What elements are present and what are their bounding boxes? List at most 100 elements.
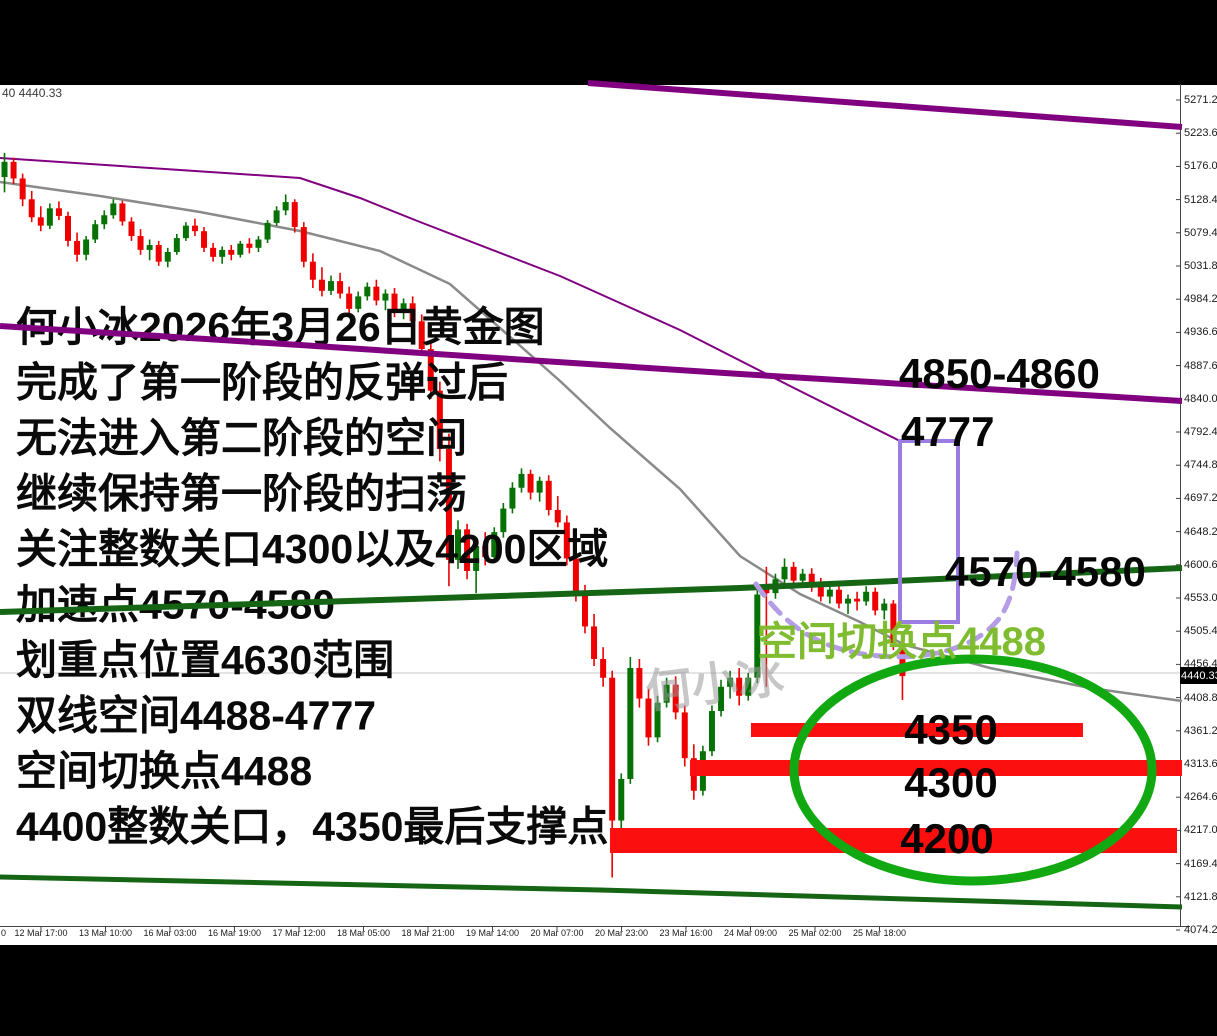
current-price-flag: 4440.33	[1180, 667, 1217, 684]
price-tick-label: 4169.40	[1184, 857, 1217, 870]
candle-body	[845, 598, 852, 604]
candle-body	[146, 245, 153, 250]
time-tick-label: 0	[1, 928, 7, 938]
note-line: 双线空间4488-4777	[16, 693, 376, 739]
price-tick-label: 5128.40	[1184, 193, 1217, 206]
candle-body	[264, 222, 271, 240]
price-tick-label: 5079.40	[1184, 226, 1217, 239]
candle-body	[445, 448, 452, 560]
candle-body	[736, 677, 743, 696]
projection-rectangle[interactable]	[898, 439, 960, 624]
note-line: 无法进入第二阶段的空间	[16, 415, 467, 461]
level-label-4570-4580: 4570-4580	[945, 548, 1146, 595]
top-black-bar	[0, 0, 1217, 85]
time-tick-label: 23 Mar 16:00	[659, 928, 713, 938]
support-label-4200: 4200	[900, 815, 994, 862]
candle-body	[119, 203, 126, 222]
mid-purple-channel[interactable]	[0, 323, 1183, 404]
candle-body	[364, 286, 371, 297]
price-tick-label: 4264.60	[1184, 791, 1217, 804]
level-label-4850-4860: 4850-4860	[899, 350, 1100, 397]
time-tick-label: 24 Mar 09:00	[723, 928, 778, 938]
support-bar[interactable]	[751, 723, 1083, 737]
candle-body	[681, 712, 688, 759]
support-label-4350: 4350	[904, 706, 998, 753]
candle-body	[382, 293, 389, 301]
time-tick-label: 17 Mar 12:00	[272, 928, 326, 938]
candle-body	[854, 598, 861, 602]
price-tick-label: 4840.00	[1184, 392, 1217, 405]
candle-body	[373, 286, 380, 301]
candle-body	[291, 202, 298, 228]
candle-body	[636, 668, 643, 699]
candle-body	[191, 225, 198, 232]
candle-body	[863, 591, 870, 602]
candle-body	[817, 586, 824, 597]
green-acceleration-line[interactable]	[0, 565, 1183, 615]
price-tick-label: 4648.20	[1184, 525, 1217, 538]
candle-body	[473, 545, 480, 571]
candle-body	[518, 473, 525, 488]
candle-body	[110, 203, 117, 216]
price-tick-label: 4456.40	[1184, 658, 1217, 671]
candle-body	[663, 684, 670, 703]
candles[interactable]	[1, 152, 906, 878]
green-lower-channel[interactable]	[0, 874, 1183, 910]
candle-body	[101, 215, 108, 225]
candle-body	[391, 293, 398, 313]
candle-body	[10, 161, 17, 179]
candle-body	[455, 529, 461, 560]
price-tick-label: 4697.20	[1184, 492, 1217, 505]
candle-body	[300, 227, 307, 262]
candle-body	[64, 215, 71, 241]
candle-body	[137, 236, 144, 250]
candle-body	[799, 573, 806, 581]
candle-body	[237, 243, 244, 255]
dashed-bottom-curve[interactable]	[753, 550, 1020, 660]
candle-body	[210, 247, 217, 257]
candle-body	[355, 296, 362, 309]
price-tick-label: 4744.80	[1184, 459, 1217, 472]
candle-body	[46, 208, 53, 226]
candle-body	[400, 303, 407, 313]
note-line: 空间切换点4488	[16, 748, 312, 794]
top-purple-channel[interactable]	[587, 80, 1183, 130]
note-line: 完成了第一阶段的反弹过后	[16, 360, 508, 406]
candle-body	[19, 178, 26, 200]
support-bar[interactable]	[690, 760, 1182, 776]
candle-body	[173, 238, 180, 252]
price-tick-label: 4600.60	[1184, 558, 1217, 571]
candle-body	[509, 487, 516, 509]
candle-body	[745, 677, 752, 696]
candle-body	[164, 251, 171, 262]
note-line: 继续保持第一阶段的扫荡	[16, 471, 467, 517]
candle-body	[527, 473, 534, 493]
price-tick-label: 5031.80	[1184, 260, 1217, 272]
candle-body	[781, 566, 788, 580]
candle-body	[128, 221, 135, 237]
candle-body	[881, 603, 888, 611]
candle-body	[826, 589, 833, 597]
candle-body	[545, 480, 552, 510]
time-tick-label: 25 Mar 02:00	[788, 928, 842, 938]
candle-body	[346, 293, 353, 309]
candle-body	[618, 778, 625, 821]
price-tick-label: 4792.40	[1184, 426, 1217, 438]
candle-body	[409, 303, 416, 322]
support-bar[interactable]	[610, 828, 1177, 853]
thin-purple-trendline[interactable]	[0, 157, 901, 442]
price-tick-label: 4505.40	[1184, 625, 1217, 638]
time-tick-label: 19 Mar 14:00	[465, 928, 520, 938]
candle-body	[600, 659, 607, 678]
candle-body	[835, 589, 842, 604]
candle-body	[790, 566, 797, 581]
candle-body	[219, 249, 226, 257]
candle-body	[672, 684, 679, 713]
price-tick-label: 5271.20	[1184, 94, 1217, 106]
candle-body	[563, 522, 570, 559]
highlight-ellipse[interactable]	[789, 654, 1157, 886]
candle-body	[554, 509, 561, 523]
candle-body	[155, 245, 162, 262]
